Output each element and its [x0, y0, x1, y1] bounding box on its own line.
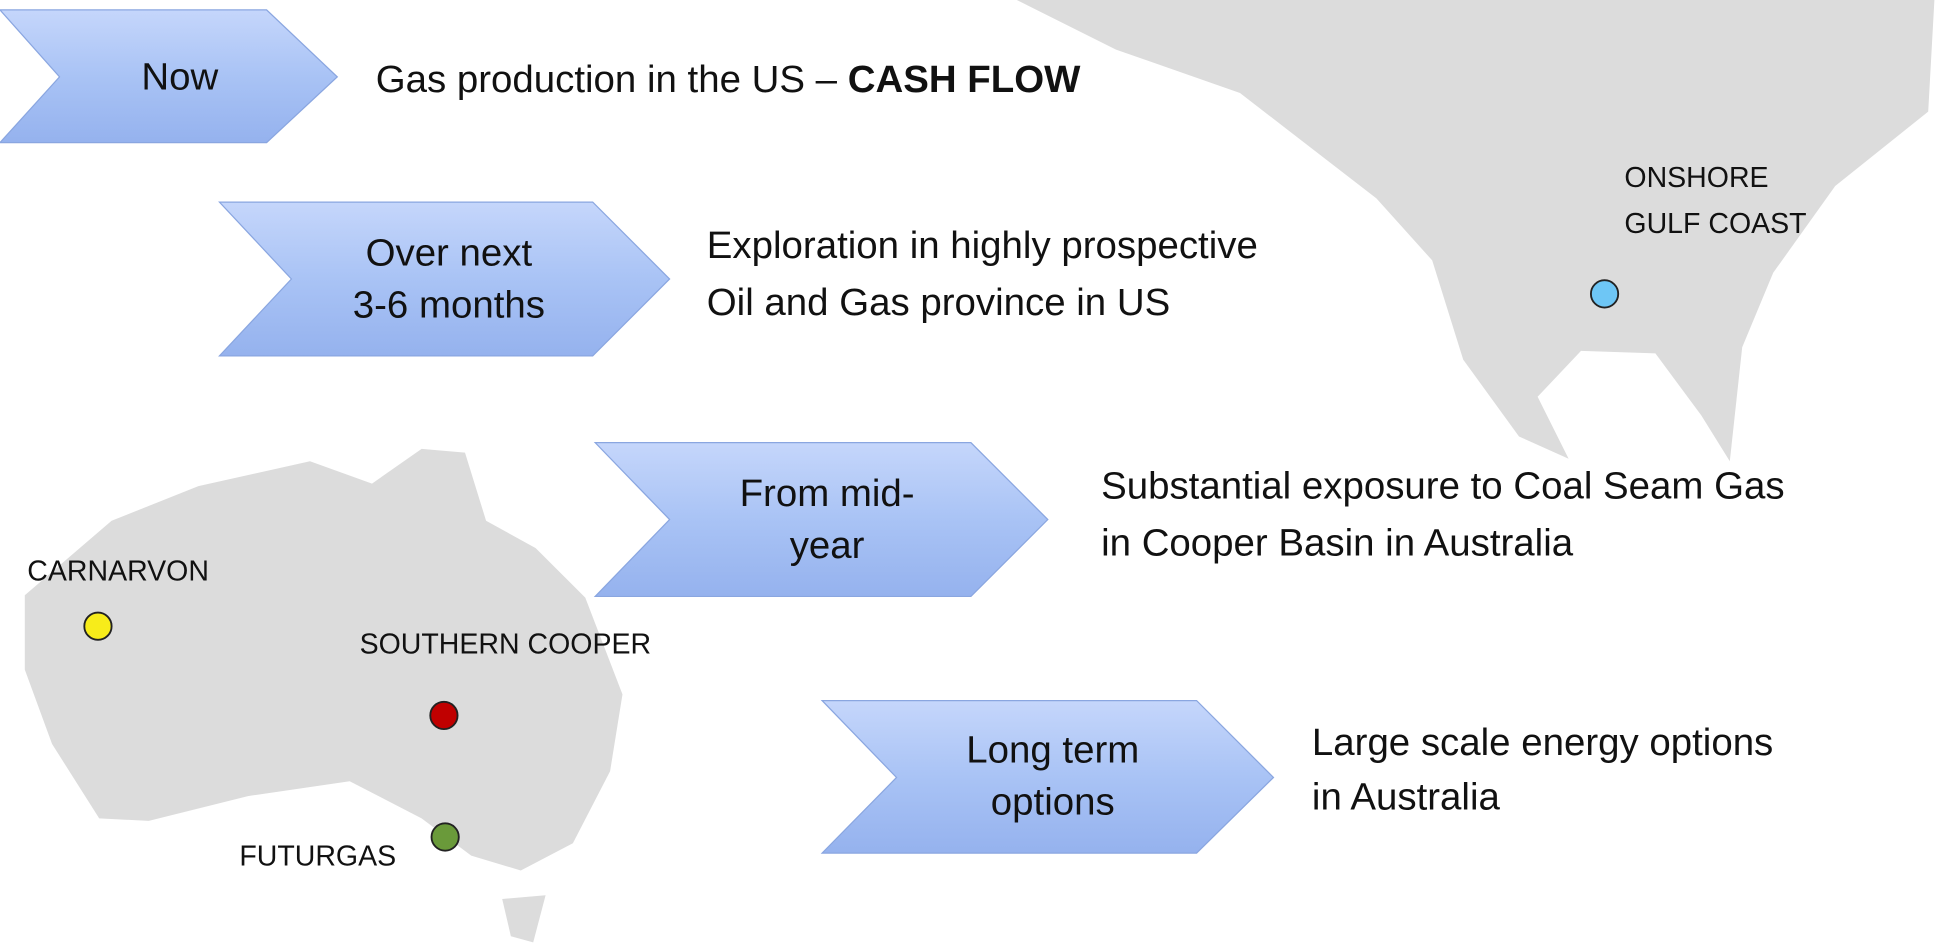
step-description: Oil and Gas province in US	[707, 281, 1170, 324]
step: From mid- year Substantial exposure to C…	[593, 442, 1785, 598]
step-label: From mid-	[740, 472, 915, 515]
chevron	[0, 9, 339, 144]
step-label: Long term	[966, 729, 1139, 772]
step: Over next 3-6 months Exploration in high…	[218, 201, 1258, 357]
location: CARNARVON	[27, 555, 209, 641]
map-australia	[24, 448, 623, 871]
step-description: in Cooper Basin in Australia	[1101, 522, 1574, 565]
step: Now Gas production in the US – CASH FLOW	[0, 9, 1081, 144]
map-tasmania	[502, 895, 546, 943]
step-description: in Australia	[1312, 776, 1501, 819]
chevron	[593, 442, 1049, 598]
step-label: options	[991, 781, 1115, 824]
chevron	[218, 201, 671, 357]
step-label: Now	[141, 55, 218, 98]
chevron	[820, 699, 1275, 854]
location-dot	[1589, 279, 1620, 309]
location-label: ONSHORE	[1624, 162, 1768, 194]
map-north-america	[1016, 0, 1935, 462]
location-label: GULF COAST	[1624, 208, 1806, 240]
location: FUTURGAS	[239, 822, 460, 873]
step-description: Exploration in highly prospective	[707, 224, 1258, 267]
step-label: Over next	[366, 231, 533, 274]
location-dot	[430, 822, 460, 852]
step-label: 3-6 months	[353, 283, 545, 326]
location: SOUTHERN COOPER	[360, 628, 652, 731]
step-description: Gas production in the US – CASH FLOW	[376, 58, 1081, 101]
location: ONSHORE GULF COAST	[1589, 162, 1807, 309]
location-label: SOUTHERN COOPER	[360, 628, 652, 660]
description-bold: CASH FLOW	[848, 58, 1081, 101]
description-text: Gas production in the US –	[376, 58, 848, 101]
location-dot	[429, 700, 459, 731]
location-dot	[83, 611, 113, 641]
step: Long term options Large scale energy opt…	[820, 699, 1773, 854]
step-label: year	[790, 524, 865, 567]
location-label: CARNARVON	[27, 555, 209, 587]
location-label: FUTURGAS	[239, 841, 396, 873]
step-description: Large scale energy options	[1312, 721, 1773, 764]
step-description: Substantial exposure to Coal Seam Gas	[1101, 464, 1784, 507]
